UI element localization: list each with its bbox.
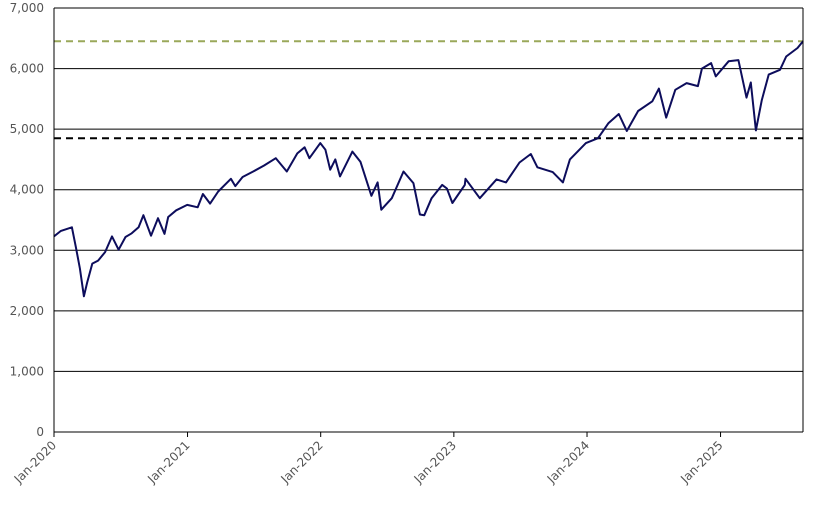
reference-lines bbox=[54, 40, 803, 140]
y-tick-label: 4,000 bbox=[10, 183, 44, 197]
y-tick-label: 7,000 bbox=[10, 1, 44, 15]
y-tick-label: 2,000 bbox=[10, 304, 44, 318]
y-tick-label: 1,000 bbox=[10, 364, 44, 378]
y-axis-ticks: 0 1,000 2,000 3,000 4,000 5,000 6,000 7,000 bbox=[10, 1, 44, 439]
x-tick-label: Jan-2022 bbox=[277, 438, 325, 486]
gridlines bbox=[54, 7, 803, 372]
series-lines bbox=[53, 40, 804, 298]
x-tick-label: Jan-2025 bbox=[677, 438, 725, 486]
x-tick-label: Jan-2021 bbox=[144, 438, 192, 486]
x-tick-label: Jan-2024 bbox=[544, 438, 592, 486]
y-tick-label: 0 bbox=[36, 425, 44, 439]
x-tick-label: Jan-2020 bbox=[11, 438, 59, 486]
axes bbox=[53, 8, 804, 433]
y-tick-label: 3,000 bbox=[10, 243, 44, 257]
y-tick-label: 5,000 bbox=[10, 122, 44, 136]
series-line-0 bbox=[53, 40, 804, 298]
x-tick-label: Jan-2023 bbox=[411, 438, 459, 486]
x-axis-ticks: Jan-2020 Jan-2021 Jan-2022 Jan-2023 Jan-2024… bbox=[11, 432, 726, 487]
y-tick-label: 6,000 bbox=[10, 62, 44, 76]
